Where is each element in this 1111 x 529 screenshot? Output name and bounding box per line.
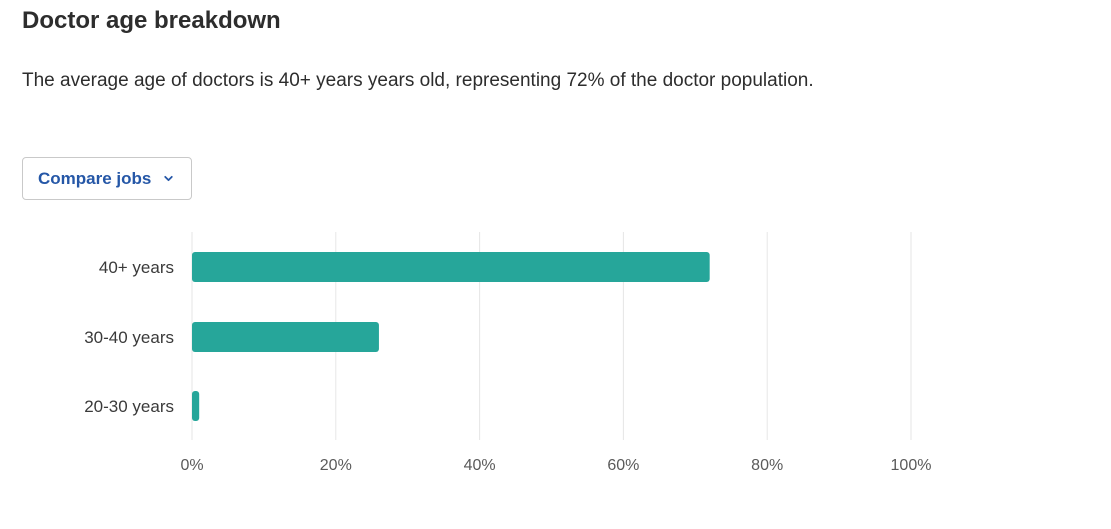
category-label: 20-30 years bbox=[84, 397, 174, 416]
category-label: 40+ years bbox=[99, 258, 174, 277]
page-description: The average age of doctors is 40+ years … bbox=[22, 70, 814, 91]
x-tick-label: 60% bbox=[607, 457, 639, 474]
chevron-down-icon bbox=[164, 175, 174, 182]
bar bbox=[192, 322, 379, 352]
category-label: 30-40 years bbox=[84, 328, 174, 347]
x-tick-label: 40% bbox=[464, 457, 496, 474]
bar bbox=[192, 391, 200, 421]
x-tick-label: 20% bbox=[320, 457, 352, 474]
x-tick-label: 80% bbox=[751, 457, 783, 474]
page-title: Doctor age breakdown bbox=[22, 7, 281, 34]
x-tick-label: 0% bbox=[180, 457, 203, 474]
x-tick-label: 100% bbox=[891, 457, 932, 474]
compare-jobs-button[interactable]: Compare jobs bbox=[22, 157, 192, 200]
compare-jobs-label: Compare jobs bbox=[38, 168, 152, 188]
bar bbox=[192, 252, 710, 282]
